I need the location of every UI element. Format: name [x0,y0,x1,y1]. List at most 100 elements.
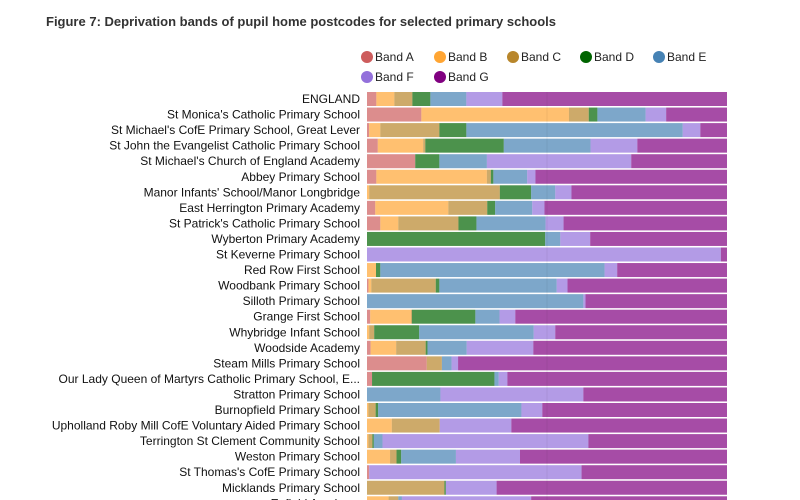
bar-segment-band-d[interactable] [375,403,379,417]
bar-segment-band-c[interactable] [448,200,488,215]
bar-segment-band-f[interactable] [532,200,545,215]
bar-segment-band-f[interactable] [382,434,589,449]
bar-segment-band-d[interactable] [367,231,546,246]
bar-segment-band-e[interactable] [401,449,456,464]
bar-segment-band-f[interactable] [466,340,534,355]
bar-segment-band-f[interactable] [560,231,591,246]
bar-segment-band-e[interactable] [430,92,467,106]
bar-segment-band-d[interactable] [435,278,440,293]
bar-segment-band-c[interactable] [391,418,440,433]
bar-segment-band-c[interactable] [426,356,442,371]
bar-segment-band-c[interactable] [390,449,397,464]
bar-segment-band-a[interactable] [367,278,369,293]
bar-segment-band-d[interactable] [425,138,504,153]
legend-item-band-f[interactable]: Band F [361,67,419,87]
bar-segment-band-d[interactable] [439,123,467,138]
legend-item-band-g[interactable]: Band G [434,67,492,87]
bar-segment-band-e[interactable] [495,200,533,215]
bar-segment-band-g[interactable] [496,480,727,495]
bar-segment-band-f[interactable] [604,263,618,278]
bar-segment-band-b[interactable] [367,263,376,278]
bar-segment-band-f[interactable] [369,465,582,480]
bar-segment-band-g[interactable] [520,449,727,464]
bar-segment-band-c[interactable] [394,92,413,106]
bar-segment-band-b[interactable] [369,123,381,138]
bar-segment-band-b[interactable] [367,325,370,340]
bar-segment-band-g[interactable] [507,371,727,386]
bar-segment-band-f[interactable] [455,449,520,464]
bar-segment-band-f[interactable] [486,154,632,169]
bar-segment-band-f[interactable] [527,169,536,184]
bar-segment-band-a[interactable] [367,123,370,138]
bar-segment-band-e[interactable] [367,387,441,402]
bar-segment-band-b[interactable] [375,200,449,215]
bar-segment-band-g[interactable] [631,154,727,169]
bar-segment-band-a[interactable] [367,216,381,231]
bar-segment-band-e[interactable] [466,123,683,138]
bar-segment-band-c[interactable] [367,480,445,495]
bar-segment-band-g[interactable] [502,92,727,106]
bar-segment-band-f[interactable] [521,403,543,417]
bar-segment-band-g[interactable] [590,231,727,246]
legend-item-band-e[interactable]: Band E [653,47,711,67]
bar-segment-band-a[interactable] [367,154,416,169]
bar-segment-band-f[interactable] [682,123,701,138]
legend-item-band-c[interactable]: Band C [507,47,565,67]
legend-item-band-d[interactable]: Band D [580,47,638,67]
bar-segment-band-f[interactable] [367,247,721,262]
bar-segment-band-b[interactable] [368,278,372,293]
bar-segment-band-d[interactable] [425,340,428,355]
bar-segment-band-g[interactable] [511,418,727,433]
bar-segment-band-f[interactable] [498,371,508,386]
bar-segment-band-a[interactable] [367,92,377,106]
bar-segment-band-c[interactable] [369,325,375,340]
bar-segment-band-e[interactable] [439,278,557,293]
bar-segment-band-g[interactable] [581,465,727,480]
bar-segment-band-d[interactable] [374,325,420,340]
legend-item-band-b[interactable]: Band B [434,47,492,67]
bar-segment-band-e[interactable] [475,309,500,324]
bar-segment-band-b[interactable] [370,309,411,324]
bar-segment-band-e[interactable] [367,294,584,309]
bar-segment-band-f[interactable] [499,309,516,324]
bar-segment-band-a[interactable] [367,107,422,122]
bar-segment-band-a[interactable] [367,169,377,184]
bar-segment-band-f[interactable] [545,216,564,231]
bar-segment-band-e[interactable] [503,138,591,153]
bar-segment-band-d[interactable] [588,107,598,122]
bar-segment-band-b[interactable] [421,107,569,122]
bar-segment-band-g[interactable] [567,278,727,293]
bar-segment-band-a[interactable] [367,356,427,371]
bar-segment-band-g[interactable] [585,294,727,309]
bar-segment-band-g[interactable] [563,216,727,231]
bar-segment-band-f[interactable] [451,356,459,371]
bar-segment-band-e[interactable] [380,263,605,278]
bar-segment-band-a[interactable] [367,371,373,386]
bar-segment-band-d[interactable] [487,200,496,215]
bar-segment-band-g[interactable] [588,434,727,449]
bar-segment-band-d[interactable] [372,434,374,449]
bar-segment-band-g[interactable] [666,107,727,122]
bar-segment-band-c[interactable] [398,216,459,231]
bar-segment-band-d[interactable] [376,263,381,278]
bar-segment-band-g[interactable] [515,309,727,324]
bar-segment-band-f[interactable] [466,92,503,106]
bar-segment-band-c[interactable] [368,403,376,417]
bar-segment-band-d[interactable] [499,185,532,200]
bar-segment-band-g[interactable] [637,138,727,153]
bar-segment-band-e[interactable] [476,216,546,231]
bar-segment-band-c[interactable] [396,340,426,355]
bar-segment-band-d[interactable] [372,371,495,386]
bar-segment-band-d[interactable] [412,309,476,324]
bar-segment-band-f[interactable] [556,278,568,293]
bar-segment-band-e[interactable] [378,403,522,417]
bar-segment-band-c[interactable] [388,496,399,500]
bar-segment-band-f[interactable] [645,107,667,122]
bar-segment-band-a[interactable] [367,465,370,480]
bar-segment-band-b[interactable] [367,185,370,200]
legend-item-band-a[interactable]: Band A [361,47,419,67]
bar-segment-band-d[interactable] [458,216,477,231]
bar-segment-band-a[interactable] [367,200,376,215]
bar-segment-band-c[interactable] [423,138,426,153]
bar-segment-band-f[interactable] [440,387,584,402]
